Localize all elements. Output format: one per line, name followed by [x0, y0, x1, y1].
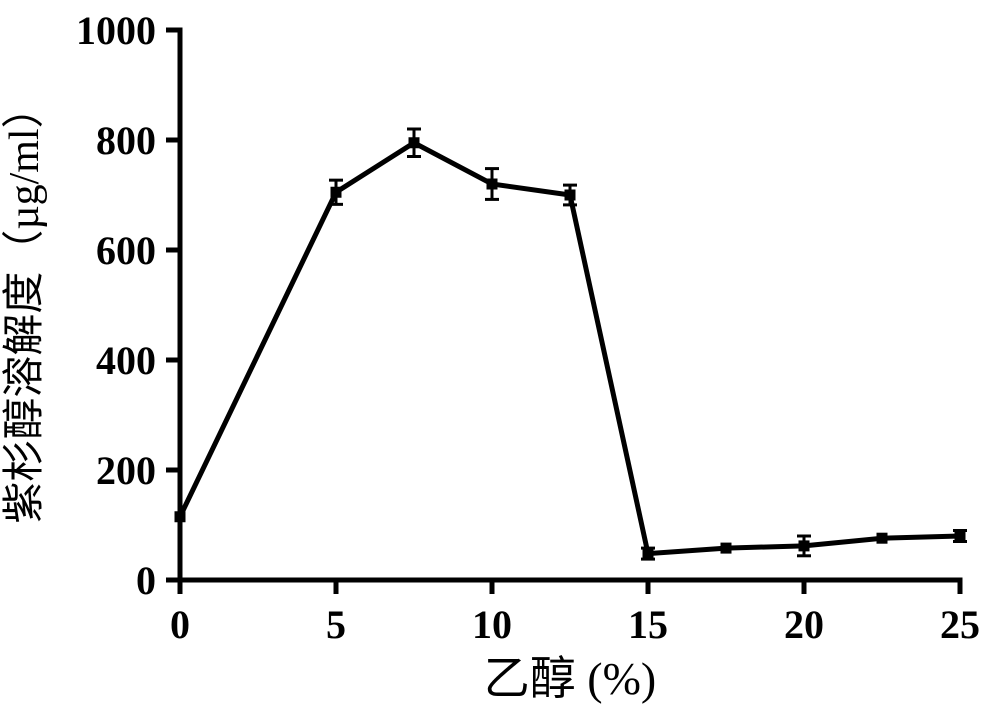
y-tick-label: 600 — [96, 228, 156, 273]
data-marker — [877, 533, 887, 543]
data-marker — [331, 187, 341, 197]
data-marker — [955, 531, 965, 541]
data-marker — [643, 549, 653, 559]
y-tick-label: 1000 — [76, 8, 156, 53]
data-marker — [565, 190, 575, 200]
x-tick-label: 15 — [628, 602, 668, 647]
y-tick-label: 400 — [96, 338, 156, 383]
x-tick-label: 10 — [472, 602, 512, 647]
x-axis-label: 乙醇 (%) — [484, 653, 656, 704]
y-tick-label: 200 — [96, 448, 156, 493]
x-tick-label: 25 — [940, 602, 980, 647]
chart-svg: 0 5 10 15 20 25 0 200 400 600 800 1000 乙醇 (%) 紫杉醇溶解度（… — [0, 0, 1000, 715]
x-tick-label: 20 — [784, 602, 824, 647]
line-chart: 0 5 10 15 20 25 0 200 400 600 800 1000 乙醇 (%) 紫杉醇溶解度（… — [0, 0, 1000, 715]
data-marker — [487, 179, 497, 189]
y-axis-label: 紫杉醇溶解度（µg/ml） — [1, 86, 48, 523]
data-marker — [409, 138, 419, 148]
x-tick-label: 5 — [326, 602, 346, 647]
data-marker — [799, 541, 809, 551]
x-tick-label: 0 — [170, 602, 190, 647]
data-marker — [175, 512, 185, 522]
y-tick-label: 0 — [136, 558, 156, 603]
y-tick-label: 800 — [96, 118, 156, 163]
data-marker — [721, 543, 731, 553]
